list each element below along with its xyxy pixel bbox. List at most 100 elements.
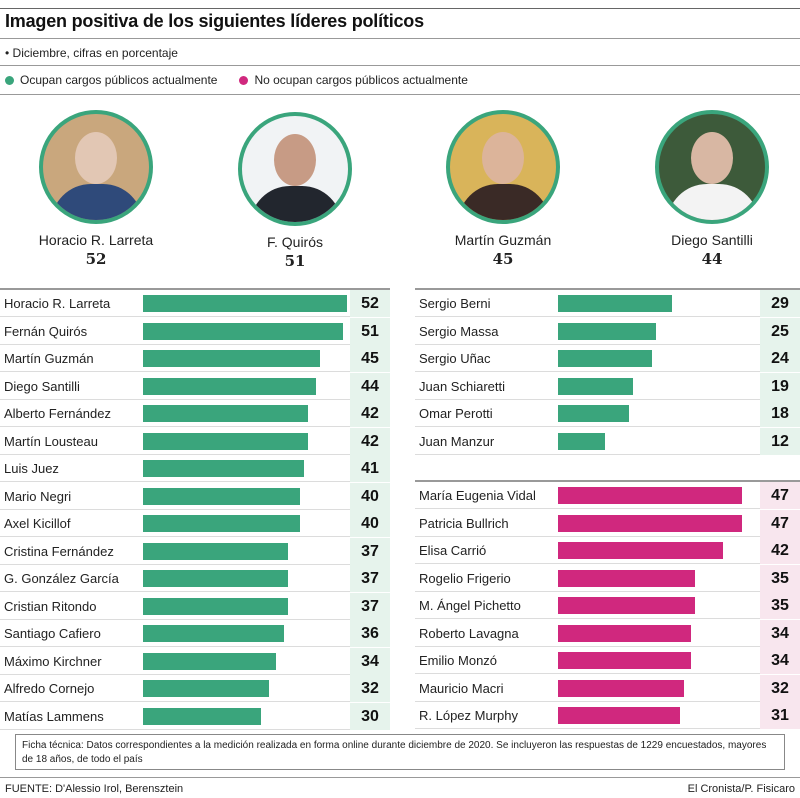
- bar-row: Patricia Bullrich 47: [415, 509, 800, 537]
- bar-label: Axel Kicillof: [4, 516, 71, 531]
- bar-row: Juan Manzur 12: [415, 427, 800, 455]
- bar-value: 34: [760, 647, 800, 674]
- legend-dot-pink: [239, 75, 249, 85]
- bar: [143, 625, 285, 642]
- bar: [558, 652, 692, 669]
- bar-row: Santiago Cafiero 36: [0, 620, 390, 647]
- bar-value: 41: [350, 455, 390, 482]
- ficha-tecnica: Ficha técnica: Datos correspondientes a …: [15, 734, 785, 770]
- bar-label: Máximo Kirchner: [4, 653, 102, 669]
- bar: [558, 432, 606, 450]
- bar-value: 44: [350, 372, 390, 400]
- bar: [143, 542, 289, 560]
- bar-value: 42: [760, 537, 800, 564]
- legend-item-ocupan: Ocupan cargos públicos actualmente: [5, 73, 217, 87]
- bar-value: 30: [350, 702, 390, 730]
- bar-label: Mauricio Macri: [419, 680, 504, 696]
- bar-value: 34: [760, 619, 800, 647]
- bar-value: 32: [760, 674, 800, 702]
- bar-value: 45: [350, 345, 390, 372]
- bar-row: Elisa Carrió 42: [415, 537, 800, 564]
- bar: [558, 569, 696, 587]
- legend-item-no-ocupan: No ocupan cargos públicos actualmente: [239, 73, 468, 87]
- bar-value: 42: [350, 427, 390, 455]
- bar-row: Alfredo Cornejo 32: [0, 675, 390, 702]
- bar-value: 35: [760, 592, 800, 619]
- bar-row: Juan Schiaretti 19: [415, 372, 800, 400]
- bar-row: Sergio Berni 29: [415, 290, 800, 317]
- bar: [558, 624, 692, 642]
- bar-value: 42: [350, 400, 390, 427]
- bar: [143, 487, 300, 505]
- bar-row: Mauricio Macri 32: [415, 674, 800, 702]
- bar-row: María Eugenia Vidal 47: [415, 482, 800, 509]
- bar: [143, 377, 316, 395]
- bar: [558, 597, 696, 614]
- bar: [143, 432, 308, 450]
- bar-value: 40: [350, 510, 390, 537]
- bar-label: Omar Perotti: [419, 406, 493, 421]
- bar-label: Martín Lousteau: [4, 433, 98, 449]
- credit: El Cronista/P. Fisicaro: [687, 783, 795, 795]
- bar-value: 37: [350, 565, 390, 592]
- portrait-name: Diego Santilli: [671, 232, 753, 248]
- bar-label: Rogelio Frigerio: [419, 570, 511, 586]
- bar-value: 32: [350, 675, 390, 702]
- avatar: [238, 112, 352, 226]
- bar-label: Alberto Fernández: [4, 406, 111, 421]
- bar-row: Martín Guzmán 45: [0, 345, 390, 372]
- bar-label: Juan Manzur: [419, 433, 495, 449]
- bar-row: Diego Santilli 44: [0, 372, 390, 400]
- bar-label: M. Ángel Pichetto: [419, 598, 521, 613]
- bar: [143, 350, 320, 367]
- bar-label: G. González García: [4, 571, 119, 586]
- source: FUENTE: D'Alessio Irol, Berensztein: [5, 783, 184, 795]
- panel-top-rule: [415, 288, 800, 290]
- bar-row: Martín Lousteau 42: [0, 427, 390, 455]
- panel-top-rule: [0, 288, 390, 290]
- divider: [0, 38, 800, 39]
- portrait-value: 52: [85, 250, 107, 268]
- portrait-name: F. Quirós: [266, 234, 323, 250]
- portrait-guzman: Martín Guzmán 45: [423, 110, 583, 268]
- bar-row: Alberto Fernández 42: [0, 400, 390, 427]
- legend-label: Ocupan cargos públicos actualmente: [20, 73, 218, 87]
- bar-value: 37: [350, 592, 390, 620]
- bar-label: Roberto Lavagna: [419, 625, 519, 641]
- bar-value: 47: [760, 482, 800, 509]
- bar-label: Sergio Uñac: [419, 351, 491, 366]
- divider: [0, 94, 800, 95]
- bar-value: 24: [760, 345, 800, 372]
- bar-label: Santiago Cafiero: [4, 626, 101, 641]
- bar-label: Fernán Quirós: [4, 323, 88, 339]
- bar-value: 25: [760, 317, 800, 345]
- bar-row: Rogelio Frigerio 35: [415, 564, 800, 592]
- bar-value: 31: [760, 702, 800, 729]
- bar-value: 47: [760, 509, 800, 537]
- bar: [143, 295, 347, 312]
- bar: [558, 514, 743, 532]
- legend-dot-green: [5, 75, 14, 85]
- bar: [143, 570, 289, 587]
- bar: [143, 652, 277, 670]
- bar-label: R. López Murphy: [419, 708, 518, 723]
- avatar: [446, 110, 560, 224]
- bar-value: 52: [350, 290, 390, 317]
- bar-row: M. Ángel Pichetto 35: [415, 592, 800, 619]
- top-rule: [0, 8, 800, 9]
- bar-row: Mario Negri 40: [0, 482, 390, 510]
- bar-row: Cristina Fernández 37: [0, 537, 390, 565]
- bar: [143, 515, 300, 532]
- bar-value: 19: [760, 372, 800, 400]
- bar-row: Emilio Monzó 34: [415, 647, 800, 674]
- portrait-santilli: Diego Santilli 44: [632, 110, 792, 268]
- avatar: [655, 110, 769, 224]
- bar: [143, 405, 308, 422]
- bar: [558, 350, 653, 367]
- bar-row: G. González García 37: [0, 565, 390, 592]
- bar-label: Matías Lammens: [4, 708, 104, 724]
- bar-value: 37: [350, 537, 390, 565]
- bar-label: Cristian Ritondo: [4, 598, 97, 614]
- bar-value: 12: [760, 427, 800, 455]
- bar-row: Omar Perotti 18: [415, 400, 800, 427]
